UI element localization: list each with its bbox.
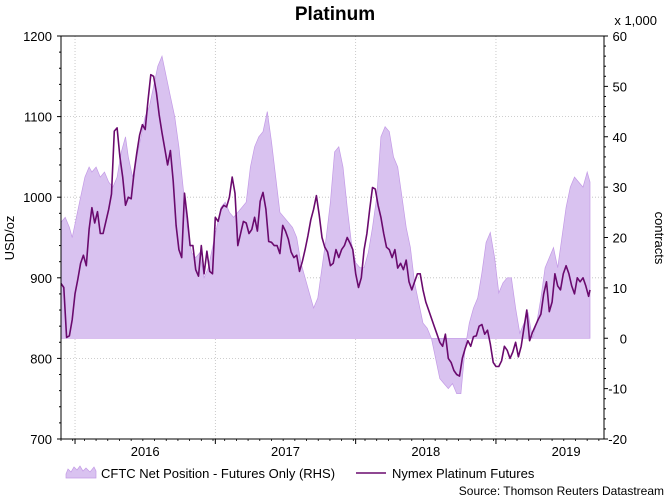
right-tick-label: 0 [620,331,627,346]
right-tick-label: 40 [613,130,627,145]
x-year-label: 2016 [131,444,160,459]
left-tick-label: 900 [30,271,52,286]
left-tick-label: 1100 [24,110,52,125]
legend-label-nymex: Nymex Platinum Futures [392,466,535,481]
chart-title: Platinum [295,4,375,25]
right-tick-label: 10 [613,281,627,296]
left-axis-ticks: 700 800 900 1000 1100 1200 [23,29,61,447]
right-tick-label: 20 [613,231,627,246]
left-tick-label: 1200 [23,29,52,44]
right-tick-label: -20 [608,432,627,447]
legend-area-swatch [65,465,97,479]
legend: CFTC Net Position - Futures Only (RHS) N… [65,465,535,481]
left-tick-label: 700 [30,432,52,447]
right-tick-label: 60 [613,29,627,44]
x-axis-ticks: 2016 2017 2018 2019 [60,439,600,459]
x-year-label: 2019 [552,444,581,459]
right-tick-label: 50 [613,79,627,94]
right-axis-ticks: -20 -10 0 10 20 30 40 50 60 [604,29,627,447]
left-tick-label: 800 [30,351,52,366]
right-axis-multiplier: x 1,000 [614,13,657,28]
source-note: Source: Thomson Reuters Datastream [458,484,664,498]
left-axis-label: USD/oz [2,216,17,261]
legend-item-cftc: CFTC Net Position - Futures Only (RHS) [65,465,335,481]
legend-label-cftc: CFTC Net Position - Futures Only (RHS) [101,466,335,481]
x-year-label: 2018 [411,444,440,459]
right-axis-label: contracts [652,212,667,265]
area-series-layer [60,55,591,395]
nymex-platinum-line [60,73,591,377]
right-tick-label: -10 [608,382,627,397]
line-series-layer [60,73,591,377]
legend-item-nymex: Nymex Platinum Futures [356,466,535,481]
cftc-net-position-area [60,55,591,395]
x-year-label: 2017 [271,444,300,459]
right-tick-label: 30 [613,180,627,195]
left-tick-label: 1000 [23,190,52,205]
